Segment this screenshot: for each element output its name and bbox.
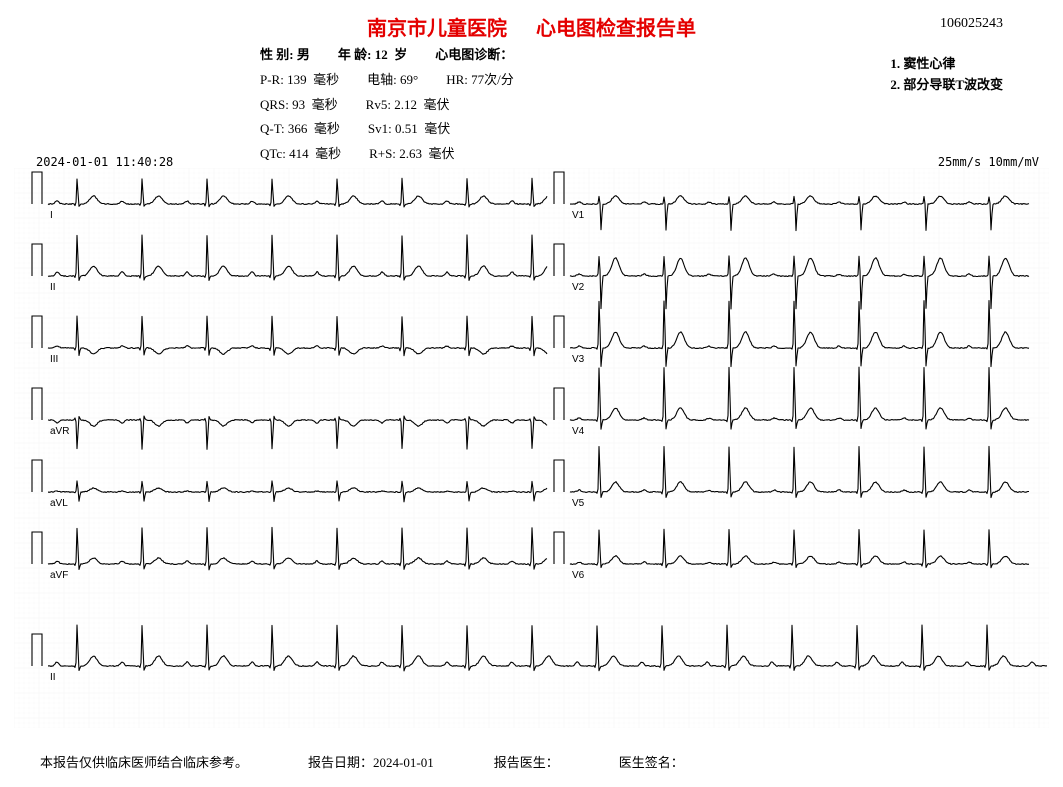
disclaimer: 本报告仅供临床医师结合临床参考。 — [40, 752, 248, 771]
doctor-signature-label: 医生签名： — [619, 752, 684, 771]
svg-text:I: I — [50, 210, 53, 221]
hr-value: 77次/分 — [471, 72, 514, 87]
sex-label: 性 别: — [260, 47, 294, 62]
svg-text:V4: V4 — [572, 426, 585, 437]
diag-item-2: 2. 部分导联T波改变 — [890, 77, 1003, 92]
svg-text:aVR: aVR — [50, 426, 69, 437]
svg-text:V5: V5 — [572, 498, 585, 509]
qtc-unit: 毫秒 — [315, 146, 341, 161]
sex-value: 男 — [297, 47, 310, 62]
sv1-label: Sv1: — [368, 121, 392, 136]
rs-unit: 毫伏 — [428, 146, 454, 161]
svg-text:V3: V3 — [572, 354, 585, 365]
axis-label: 电轴: — [367, 72, 397, 87]
ecg-chart: I V1 II V2 III V3 aVR V4 aVL V5 aVF V6 II — [14, 168, 1049, 728]
svg-text:V2: V2 — [572, 282, 585, 293]
svg-text:aVF: aVF — [50, 570, 68, 581]
recording-timestamp: 2024-01-01 11:40:28 — [36, 155, 173, 169]
qrs-label: QRS: — [260, 97, 289, 112]
age-label: 年 龄: — [338, 47, 372, 62]
qt-value: 366 — [288, 121, 308, 136]
pr-unit: 毫秒 — [313, 72, 339, 87]
diag-item-1: 1. 窦性心律 — [890, 56, 955, 71]
qrs-value: 93 — [292, 97, 305, 112]
svg-text:V1: V1 — [572, 210, 585, 221]
report-footer: 本报告仅供临床医师结合临床参考。 报告日期：2024-01-01 报告医生： 医… — [0, 752, 1063, 771]
measurements-row-2: QRS: 93 毫秒 Rv5: 2.12 毫伏 — [0, 95, 1063, 120]
hr-label: HR: — [446, 72, 468, 87]
rv5-unit: 毫伏 — [423, 97, 449, 112]
svg-text:aVL: aVL — [50, 498, 68, 509]
measurements-row-3: Q-T: 366 毫秒 Sv1: 0.51 毫伏 — [0, 119, 1063, 144]
rs-label: R+S: — [369, 146, 396, 161]
title-block: 南京市儿童医院 心电图检查报告单 — [20, 12, 1043, 41]
report-date-value: 2024-01-01 — [373, 755, 434, 770]
report-date-label: 报告日期： — [308, 755, 373, 770]
qt-label: Q-T: — [260, 121, 285, 136]
qtc-value: 414 — [289, 146, 309, 161]
pr-label: P-R: — [260, 72, 284, 87]
svg-text:II: II — [50, 282, 56, 293]
qt-unit: 毫秒 — [314, 121, 340, 136]
report-id: 106025243 — [940, 16, 1003, 32]
ecg-svg: I V1 II V2 III V3 aVR V4 aVL V5 aVF V6 II — [14, 168, 1049, 728]
svg-text:V6: V6 — [572, 570, 585, 581]
axis-value: 69° — [400, 72, 418, 87]
svg-text:III: III — [50, 354, 58, 365]
paper-speed-scale: 25mm/s 10mm/mV — [938, 155, 1039, 169]
report-doctor-label: 报告医生： — [494, 752, 559, 771]
rv5-value: 2.12 — [394, 97, 417, 112]
hospital-name: 南京市儿童医院 — [367, 18, 507, 40]
qrs-unit: 毫秒 — [312, 97, 338, 112]
rs-value: 2.63 — [399, 146, 422, 161]
age-unit: 岁 — [394, 47, 407, 62]
pr-value: 139 — [287, 72, 307, 87]
diag-label: 心电图诊断： — [435, 47, 513, 62]
rv5-label: Rv5: — [366, 97, 391, 112]
qtc-label: QTc: — [260, 146, 286, 161]
report-header: 南京市儿童医院 心电图检查报告单 — [0, 0, 1063, 45]
report-title: 心电图检查报告单 — [536, 18, 696, 40]
diagnosis-block: 1. 窦性心律 2. 部分导联T波改变 — [890, 54, 1003, 96]
sv1-unit: 毫伏 — [424, 121, 450, 136]
svg-text:II: II — [50, 672, 56, 683]
sv1-value: 0.51 — [395, 121, 418, 136]
age-value: 12 — [375, 47, 388, 62]
